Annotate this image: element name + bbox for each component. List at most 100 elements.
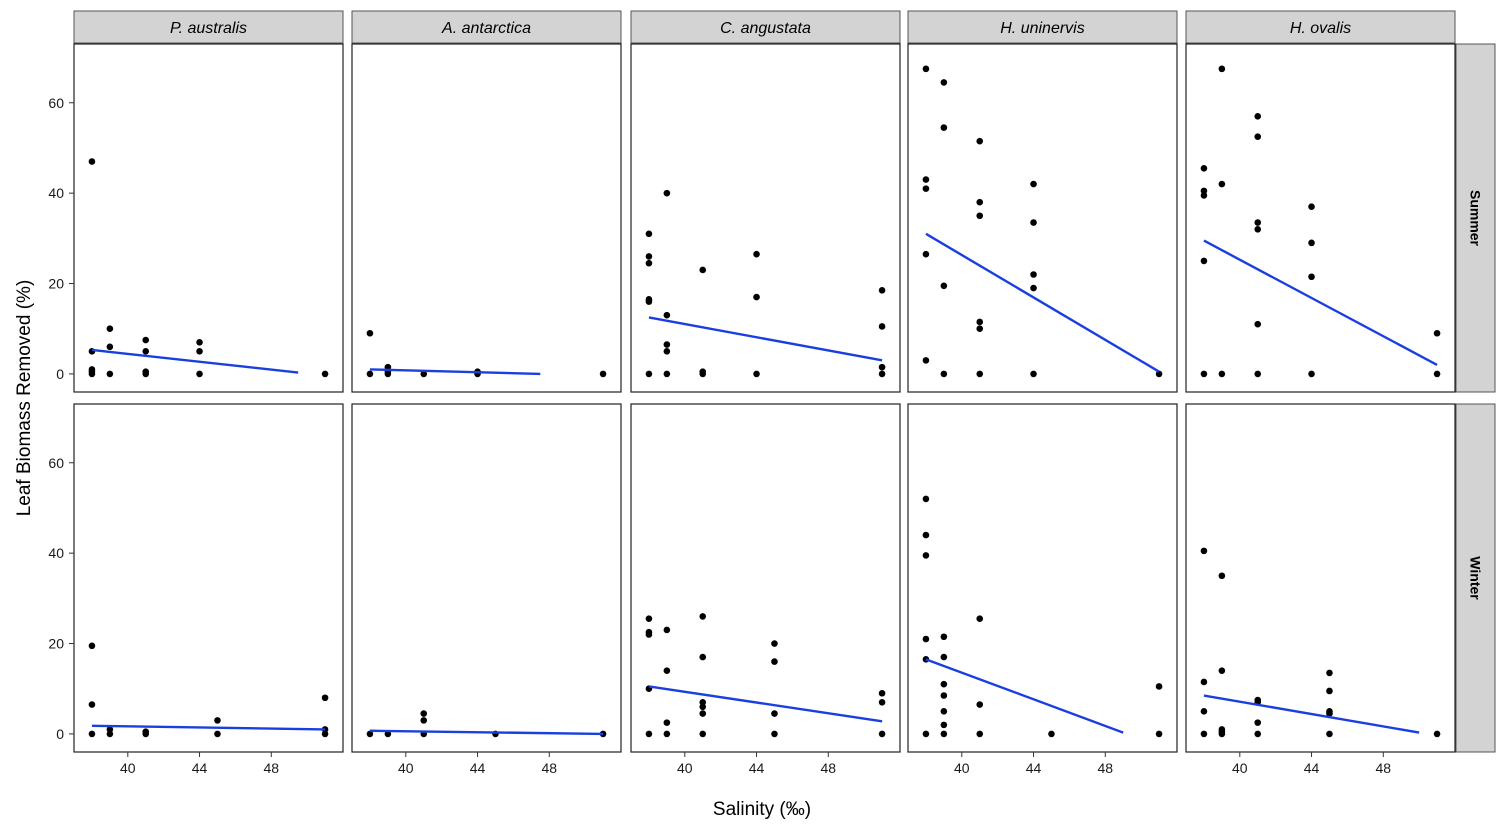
- x-tick-label: 40: [120, 760, 136, 776]
- facet-label-c-angustata: C. angustata: [720, 20, 811, 37]
- data-point: [663, 370, 671, 378]
- data-point: [1030, 219, 1037, 226]
- data-point: [1048, 730, 1055, 738]
- x-tick-label: 48: [263, 760, 279, 776]
- data-point: [1155, 370, 1163, 378]
- data-point: [699, 653, 707, 661]
- data-point: [1308, 370, 1315, 378]
- x-tick-label: 40: [1232, 760, 1248, 776]
- panel-border: [351, 43, 622, 393]
- panel-border: [907, 43, 1178, 393]
- y-axis-title: Leaf Biomass Removed (%): [14, 280, 35, 517]
- panel-h-uninervis-summer: [907, 43, 1178, 393]
- data-point: [106, 325, 114, 333]
- data-point: [699, 266, 707, 274]
- data-point: [663, 667, 671, 674]
- data-point: [645, 631, 653, 638]
- trend-line: [1203, 239, 1438, 366]
- trend-line: [91, 724, 326, 731]
- data-point: [1218, 370, 1226, 378]
- data-point: [753, 250, 760, 258]
- data-point: [1433, 370, 1441, 378]
- data-point: [771, 640, 778, 647]
- y-tick-label: 60: [48, 455, 64, 471]
- data-point: [976, 325, 984, 333]
- x-tick-label: 40: [398, 760, 414, 776]
- data-point: [976, 730, 984, 738]
- data-point: [878, 363, 886, 371]
- x-tick-label: 48: [1097, 760, 1113, 776]
- data-point: [940, 653, 948, 661]
- row-strip-winter: [1455, 403, 1496, 753]
- data-point: [645, 730, 653, 738]
- data-point: [1254, 370, 1262, 378]
- x-tick-label: 44: [749, 760, 765, 776]
- data-point: [922, 495, 930, 503]
- data-point: [1254, 730, 1262, 738]
- data-point: [384, 730, 392, 738]
- y-tick-label: 40: [48, 185, 64, 201]
- data-point: [1433, 329, 1441, 337]
- data-point: [420, 710, 428, 717]
- data-point: [214, 717, 221, 724]
- data-point: [663, 341, 671, 348]
- data-point: [922, 176, 930, 183]
- y-tick-label: 20: [48, 276, 64, 292]
- data-point: [940, 633, 948, 641]
- data-point: [1200, 708, 1208, 715]
- row-label-winter: Winter: [1468, 556, 1484, 600]
- data-point: [1326, 710, 1333, 717]
- data-point: [922, 635, 930, 643]
- data-point: [663, 626, 671, 634]
- data-point: [645, 298, 653, 305]
- panel-h-ovalis-summer: [1185, 43, 1456, 393]
- panel-border: [907, 403, 1178, 753]
- data-point: [142, 370, 150, 378]
- y-tick-label: 40: [48, 545, 64, 561]
- data-point: [922, 531, 930, 539]
- panel-border: [1185, 43, 1456, 393]
- x-tick-label: 44: [1304, 760, 1320, 776]
- data-point: [976, 701, 984, 708]
- data-point: [976, 318, 984, 326]
- y-tick-label: 0: [56, 726, 64, 742]
- data-point: [663, 311, 671, 319]
- data-point: [699, 703, 707, 711]
- facet-strip-c-angustata: [630, 10, 901, 44]
- data-point: [1030, 271, 1037, 278]
- data-point: [940, 282, 948, 290]
- data-point: [699, 698, 707, 706]
- x-tick-label: 40: [677, 760, 693, 776]
- panel-border: [1185, 403, 1456, 753]
- data-point: [88, 730, 96, 738]
- data-point: [1155, 683, 1163, 690]
- panel-a-antarctica-winter: 40 44 48: [351, 403, 622, 776]
- data-point: [1218, 730, 1226, 738]
- data-point: [1218, 65, 1226, 73]
- trend-line: [925, 658, 1124, 734]
- data-point: [1218, 572, 1226, 580]
- panel-c-angustata-winter: 40 44 48: [630, 403, 901, 776]
- trend-line: [91, 348, 299, 374]
- data-point: [663, 189, 671, 197]
- panel-border: [630, 43, 901, 393]
- data-point: [940, 730, 948, 738]
- data-point: [940, 708, 948, 715]
- data-point: [878, 698, 886, 706]
- data-point: [699, 730, 707, 738]
- data-point: [1254, 719, 1262, 726]
- data-point: [940, 721, 948, 729]
- facet-label-a-antarctica: A. antarctica: [441, 20, 531, 37]
- data-point: [1030, 284, 1037, 292]
- data-point: [196, 348, 203, 355]
- data-point: [645, 230, 653, 238]
- y-tick-label: 0: [56, 366, 64, 382]
- panel-border: [351, 403, 622, 753]
- data-point: [1155, 730, 1163, 738]
- data-point: [663, 730, 671, 738]
- data-point: [321, 726, 329, 733]
- data-point: [1326, 730, 1333, 738]
- data-point: [1030, 370, 1037, 378]
- facet-strip-p-australis: [73, 10, 344, 44]
- data-point: [88, 701, 96, 708]
